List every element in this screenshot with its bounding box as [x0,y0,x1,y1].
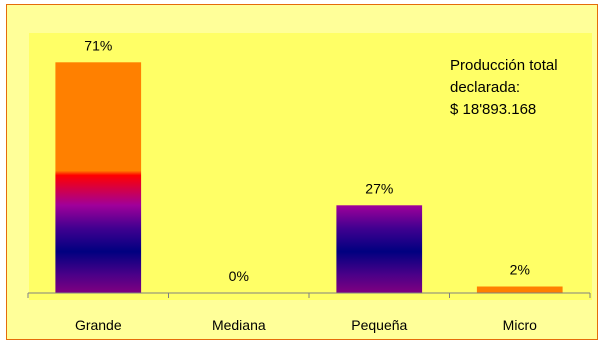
data-label-micro: 2% [510,262,530,278]
annotation-line-1: Producción total [450,57,558,74]
bar-grande [55,62,142,294]
tick-label-micro: Micro [503,317,537,333]
tick-label-pequeña: Pequeña [351,317,407,333]
total-production-annotation: Producción total declarada: $ 18'893.168 [450,55,600,121]
data-labels: 71% 0% 27% 2% [84,37,530,284]
bar-micro [476,286,563,293]
tick-label-grande: Grande [75,317,122,333]
bars-group [55,62,563,294]
annotation-line-2: declarada: [450,79,521,96]
bar-pequeña [336,205,423,294]
annotation-line-3: $ 18'893.168 [450,101,537,118]
data-label-pequeña: 27% [365,180,393,196]
data-label-grande: 71% [84,37,112,53]
data-label-mediana: 0% [229,268,249,284]
x-axis: Grande Mediana Pequeña Micro [27,292,591,333]
tick-label-mediana: Mediana [212,317,266,333]
